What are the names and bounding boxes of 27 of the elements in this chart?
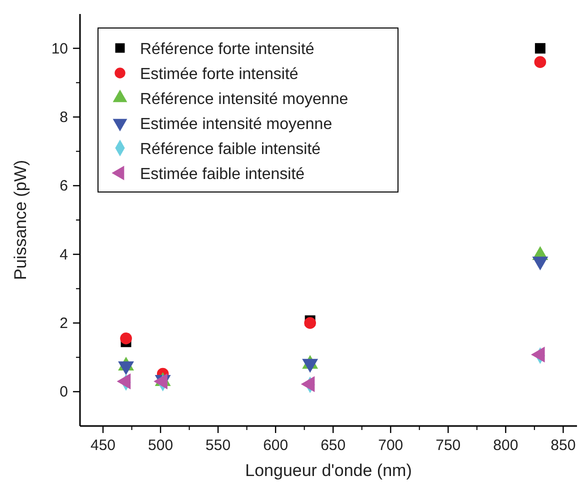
legend-label: Estimée faible intensité: [140, 166, 305, 183]
point: [120, 332, 132, 344]
y-tick-label: 6: [60, 178, 68, 195]
legend-label: Référence intensité moyenne: [140, 91, 348, 108]
legend-label: Estimée intensité moyenne: [140, 116, 332, 133]
y-tick-label: 2: [60, 315, 68, 332]
x-tick-label: 550: [206, 437, 231, 454]
point: [304, 317, 316, 329]
y-tick-label: 10: [51, 40, 68, 58]
x-tick-label: 800: [493, 437, 518, 454]
y-tick-label: 8: [60, 109, 68, 126]
point: [534, 56, 546, 68]
point: [534, 43, 546, 54]
y-axis-title: Puissance (pW): [11, 160, 30, 280]
y-tick-label: 4: [60, 246, 68, 264]
x-tick-label: 600: [263, 437, 288, 454]
x-tick-label: 750: [436, 437, 461, 454]
x-tick-label: 850: [550, 437, 576, 454]
x-tick-label: 500: [148, 437, 174, 454]
legend-label: Référence faible intensité: [140, 141, 321, 158]
x-axis-title: Longueur d'onde (nm): [245, 461, 412, 480]
x-tick-label: 450: [90, 437, 116, 454]
legend-label: Estimée forte intensité: [140, 66, 298, 83]
y-tick-label: 0: [60, 384, 68, 401]
legend-label: Référence forte intensité: [140, 41, 314, 58]
x-tick-label: 650: [320, 437, 346, 454]
x-tick-label: 700: [378, 437, 404, 454]
